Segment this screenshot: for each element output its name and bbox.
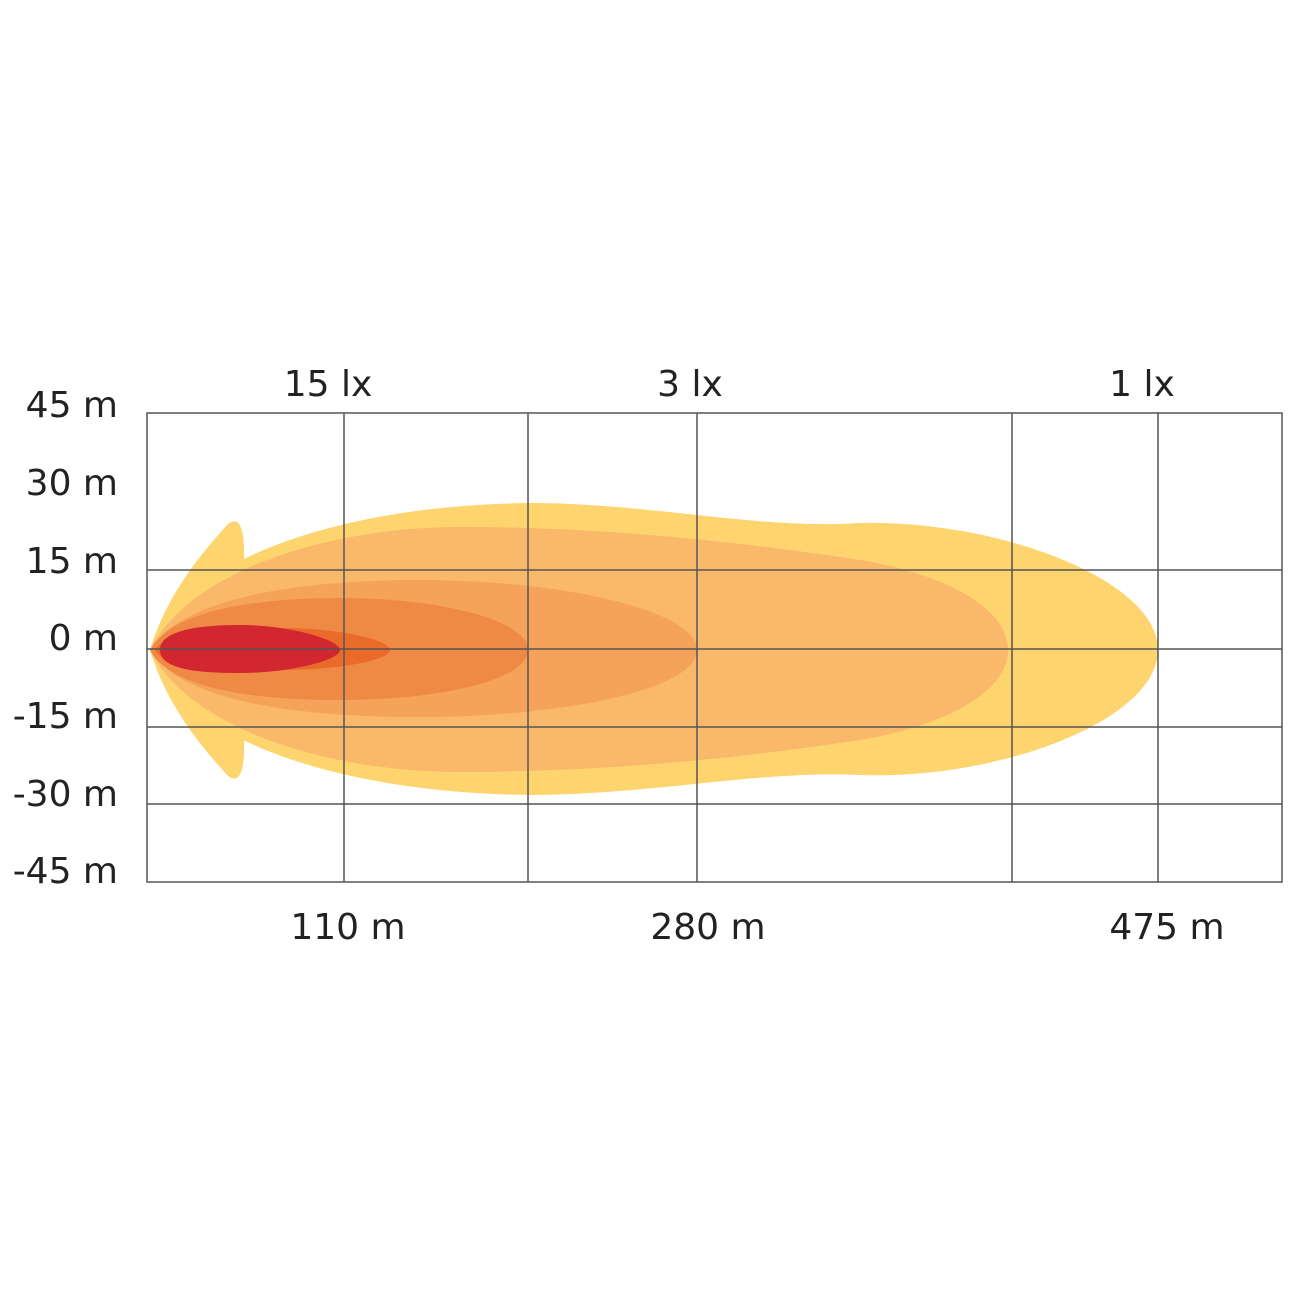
- grid: [146, 412, 1283, 883]
- y-label: 30 m: [26, 463, 118, 504]
- y-label: 0 m: [49, 618, 118, 659]
- y-label: -15 m: [13, 696, 118, 737]
- y-label: -30 m: [13, 774, 118, 815]
- y-label: 45 m: [26, 385, 118, 426]
- lux-label: 3 lx: [657, 364, 723, 405]
- distance-label: 280 m: [650, 907, 765, 948]
- distance-label: 110 m: [290, 907, 405, 948]
- lux-label: 1 lx: [1109, 364, 1175, 405]
- y-label: 15 m: [26, 541, 118, 582]
- distance-label: 475 m: [1109, 907, 1224, 948]
- y-axis-labels: 45 m 30 m 15 m 0 m -15 m -30 m -45 m: [13, 385, 118, 892]
- distance-labels: 110 m 280 m 475 m: [290, 907, 1224, 948]
- y-label: -45 m: [13, 851, 118, 892]
- lux-label: 15 lx: [284, 364, 373, 405]
- grid-frame: [146, 412, 1283, 883]
- lux-labels: 15 lx 3 lx 1 lx: [284, 364, 1175, 405]
